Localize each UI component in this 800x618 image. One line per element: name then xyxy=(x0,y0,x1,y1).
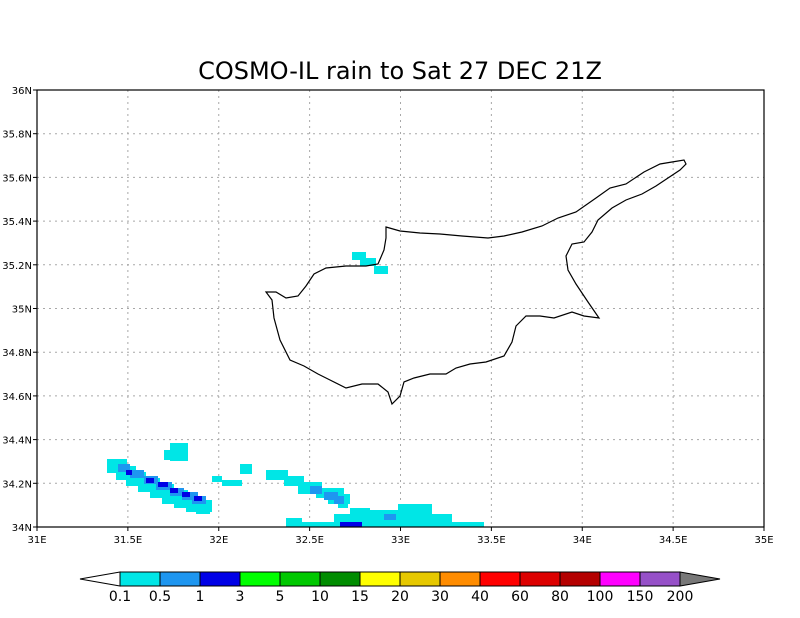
colorbar-box xyxy=(399,571,441,587)
colorbar-over-arrow xyxy=(679,571,721,587)
colorbar-label: 0.5 xyxy=(149,589,171,605)
colorbar-label: 30 xyxy=(431,589,449,605)
rain-cell xyxy=(340,522,362,527)
y-tick-label: 34.2N xyxy=(2,479,32,490)
cyprus-coastline xyxy=(264,159,687,406)
rain-cell xyxy=(222,480,242,486)
rain-cell xyxy=(286,518,302,527)
colorbar-label: 1 xyxy=(196,589,205,605)
colorbar-box xyxy=(479,571,521,587)
colorbar-box xyxy=(359,571,401,587)
x-tick-label: 31.5E xyxy=(114,535,143,546)
colorbar-label: 100 xyxy=(587,589,614,605)
x-tick-label: 32.5E xyxy=(295,535,324,546)
rain-cell xyxy=(130,470,144,478)
x-tick-label: 33.5E xyxy=(477,535,506,546)
rain-cell xyxy=(170,443,188,461)
rain-cell xyxy=(240,464,252,474)
colorbar-box xyxy=(439,571,481,587)
rain-field xyxy=(107,252,484,527)
colorbar-box xyxy=(199,571,241,587)
y-tick-label: 34.6N xyxy=(2,392,32,403)
y-tick-label: 35.2N xyxy=(2,261,32,272)
rain-cell xyxy=(324,492,338,500)
x-tick-label: 31E xyxy=(27,535,46,546)
longitude-tick-labels: 31E 31.5E 32E 32.5E 33E 33.5E 34E 34.5E 35E xyxy=(27,527,774,546)
rain-cell xyxy=(334,496,344,504)
rain-cell xyxy=(170,488,178,493)
y-tick-label: 35N xyxy=(12,305,32,316)
rain-cell xyxy=(284,476,304,486)
colorbar-label: 5 xyxy=(276,589,285,605)
colorbar-box xyxy=(239,571,281,587)
rain-cell xyxy=(146,478,154,483)
rain-cell xyxy=(300,522,340,527)
y-tick-label: 35.6N xyxy=(2,173,32,184)
colorbar-label: 60 xyxy=(511,589,529,605)
colorbar-box xyxy=(119,571,161,587)
x-tick-label: 33E xyxy=(391,535,410,546)
y-tick-label: 35.8N xyxy=(2,130,32,141)
rain-cell xyxy=(196,506,210,514)
colorbar-box xyxy=(519,571,561,587)
rain-cell xyxy=(182,492,190,497)
colorbar-label: 40 xyxy=(471,589,489,605)
y-tick-label: 34.4N xyxy=(2,436,32,447)
rain-cell xyxy=(310,486,322,494)
colorbar-tick-labels: 0.1 0.5 1 3 5 10 15 20 30 40 60 80 100 150 200 xyxy=(109,589,694,605)
rain-cell xyxy=(164,450,174,460)
rain-cell xyxy=(398,504,432,527)
rain-cell xyxy=(374,266,388,274)
colorbar-box xyxy=(279,571,321,587)
colorbar-label: 80 xyxy=(551,589,569,605)
colorbar-label: 3 xyxy=(236,589,245,605)
rain-cell xyxy=(118,464,130,472)
rain-cell xyxy=(212,476,222,482)
colorbar-label: 10 xyxy=(311,589,329,605)
latitude-tick-labels: 34N 34.2N 34.4N 34.6N 34.8N 35N 35.2N 35.4N 35.6… xyxy=(2,86,37,534)
rain-cell xyxy=(158,482,168,487)
colorbar xyxy=(79,571,721,587)
colorbar-box xyxy=(639,571,681,587)
colorbar-under-arrow xyxy=(79,571,121,587)
rain-cell xyxy=(450,522,484,527)
y-tick-label: 35.4N xyxy=(2,217,32,228)
rain-cell xyxy=(350,508,370,520)
colorbar-label: 200 xyxy=(667,589,694,605)
colorbar-label: 150 xyxy=(627,589,654,605)
colorbar-label: 20 xyxy=(391,589,409,605)
rain-cell xyxy=(126,470,132,475)
colorbar-label: 0.1 xyxy=(109,589,131,605)
rain-cell xyxy=(352,252,366,260)
rain-cell xyxy=(266,470,288,480)
colorbar-box xyxy=(159,571,201,587)
rain-cell xyxy=(194,496,202,501)
x-tick-label: 32E xyxy=(209,535,228,546)
colorbar-label: 15 xyxy=(351,589,369,605)
rain-cell xyxy=(430,514,452,527)
colorbar-box xyxy=(319,571,361,587)
map-grid xyxy=(37,90,764,527)
x-tick-label: 34.5E xyxy=(659,535,688,546)
y-tick-label: 36N xyxy=(12,86,32,97)
x-tick-label: 35E xyxy=(754,535,773,546)
y-tick-label: 34.8N xyxy=(2,348,32,359)
map-title: COSMO-IL rain to Sat 27 DEC 21Z xyxy=(198,57,602,85)
rain-cell xyxy=(384,514,396,520)
x-tick-label: 34E xyxy=(573,535,592,546)
colorbar-box xyxy=(559,571,601,587)
y-tick-label: 34N xyxy=(12,523,32,534)
rain-cell xyxy=(360,258,376,266)
colorbar-box xyxy=(599,571,641,587)
